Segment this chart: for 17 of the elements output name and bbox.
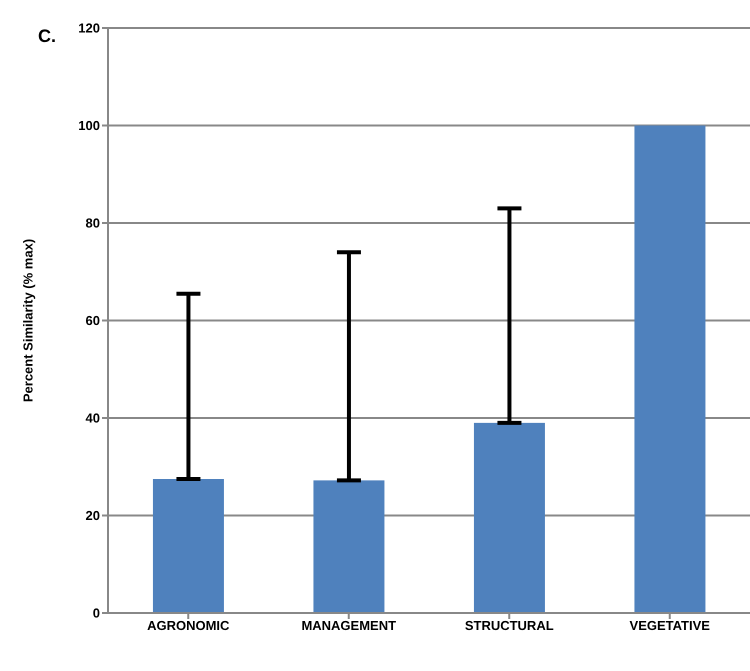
y-tick-label: 100 [78, 118, 100, 134]
y-tick-label: 40 [86, 410, 100, 426]
x-tick-label: VEGETATIVE [630, 618, 710, 634]
bar [474, 422, 545, 613]
x-tick-label: STRUCTURAL [464, 618, 554, 634]
x-tick-label: MANAGEMENT [301, 618, 396, 634]
bar [634, 126, 706, 613]
y-axis-title: Percent Similarity (% max) [20, 238, 36, 402]
bar [152, 478, 224, 613]
bar [313, 480, 384, 613]
y-tick-label: 80 [86, 216, 100, 231]
y-tick-label: 0 [92, 606, 100, 621]
y-tick-label: 60 [86, 313, 100, 328]
chart-title: C. [38, 26, 56, 47]
x-tick-label: AGRONOMIC [147, 618, 230, 634]
y-tick-label: 120 [78, 20, 100, 36]
y-tick-label: 20 [86, 508, 100, 524]
